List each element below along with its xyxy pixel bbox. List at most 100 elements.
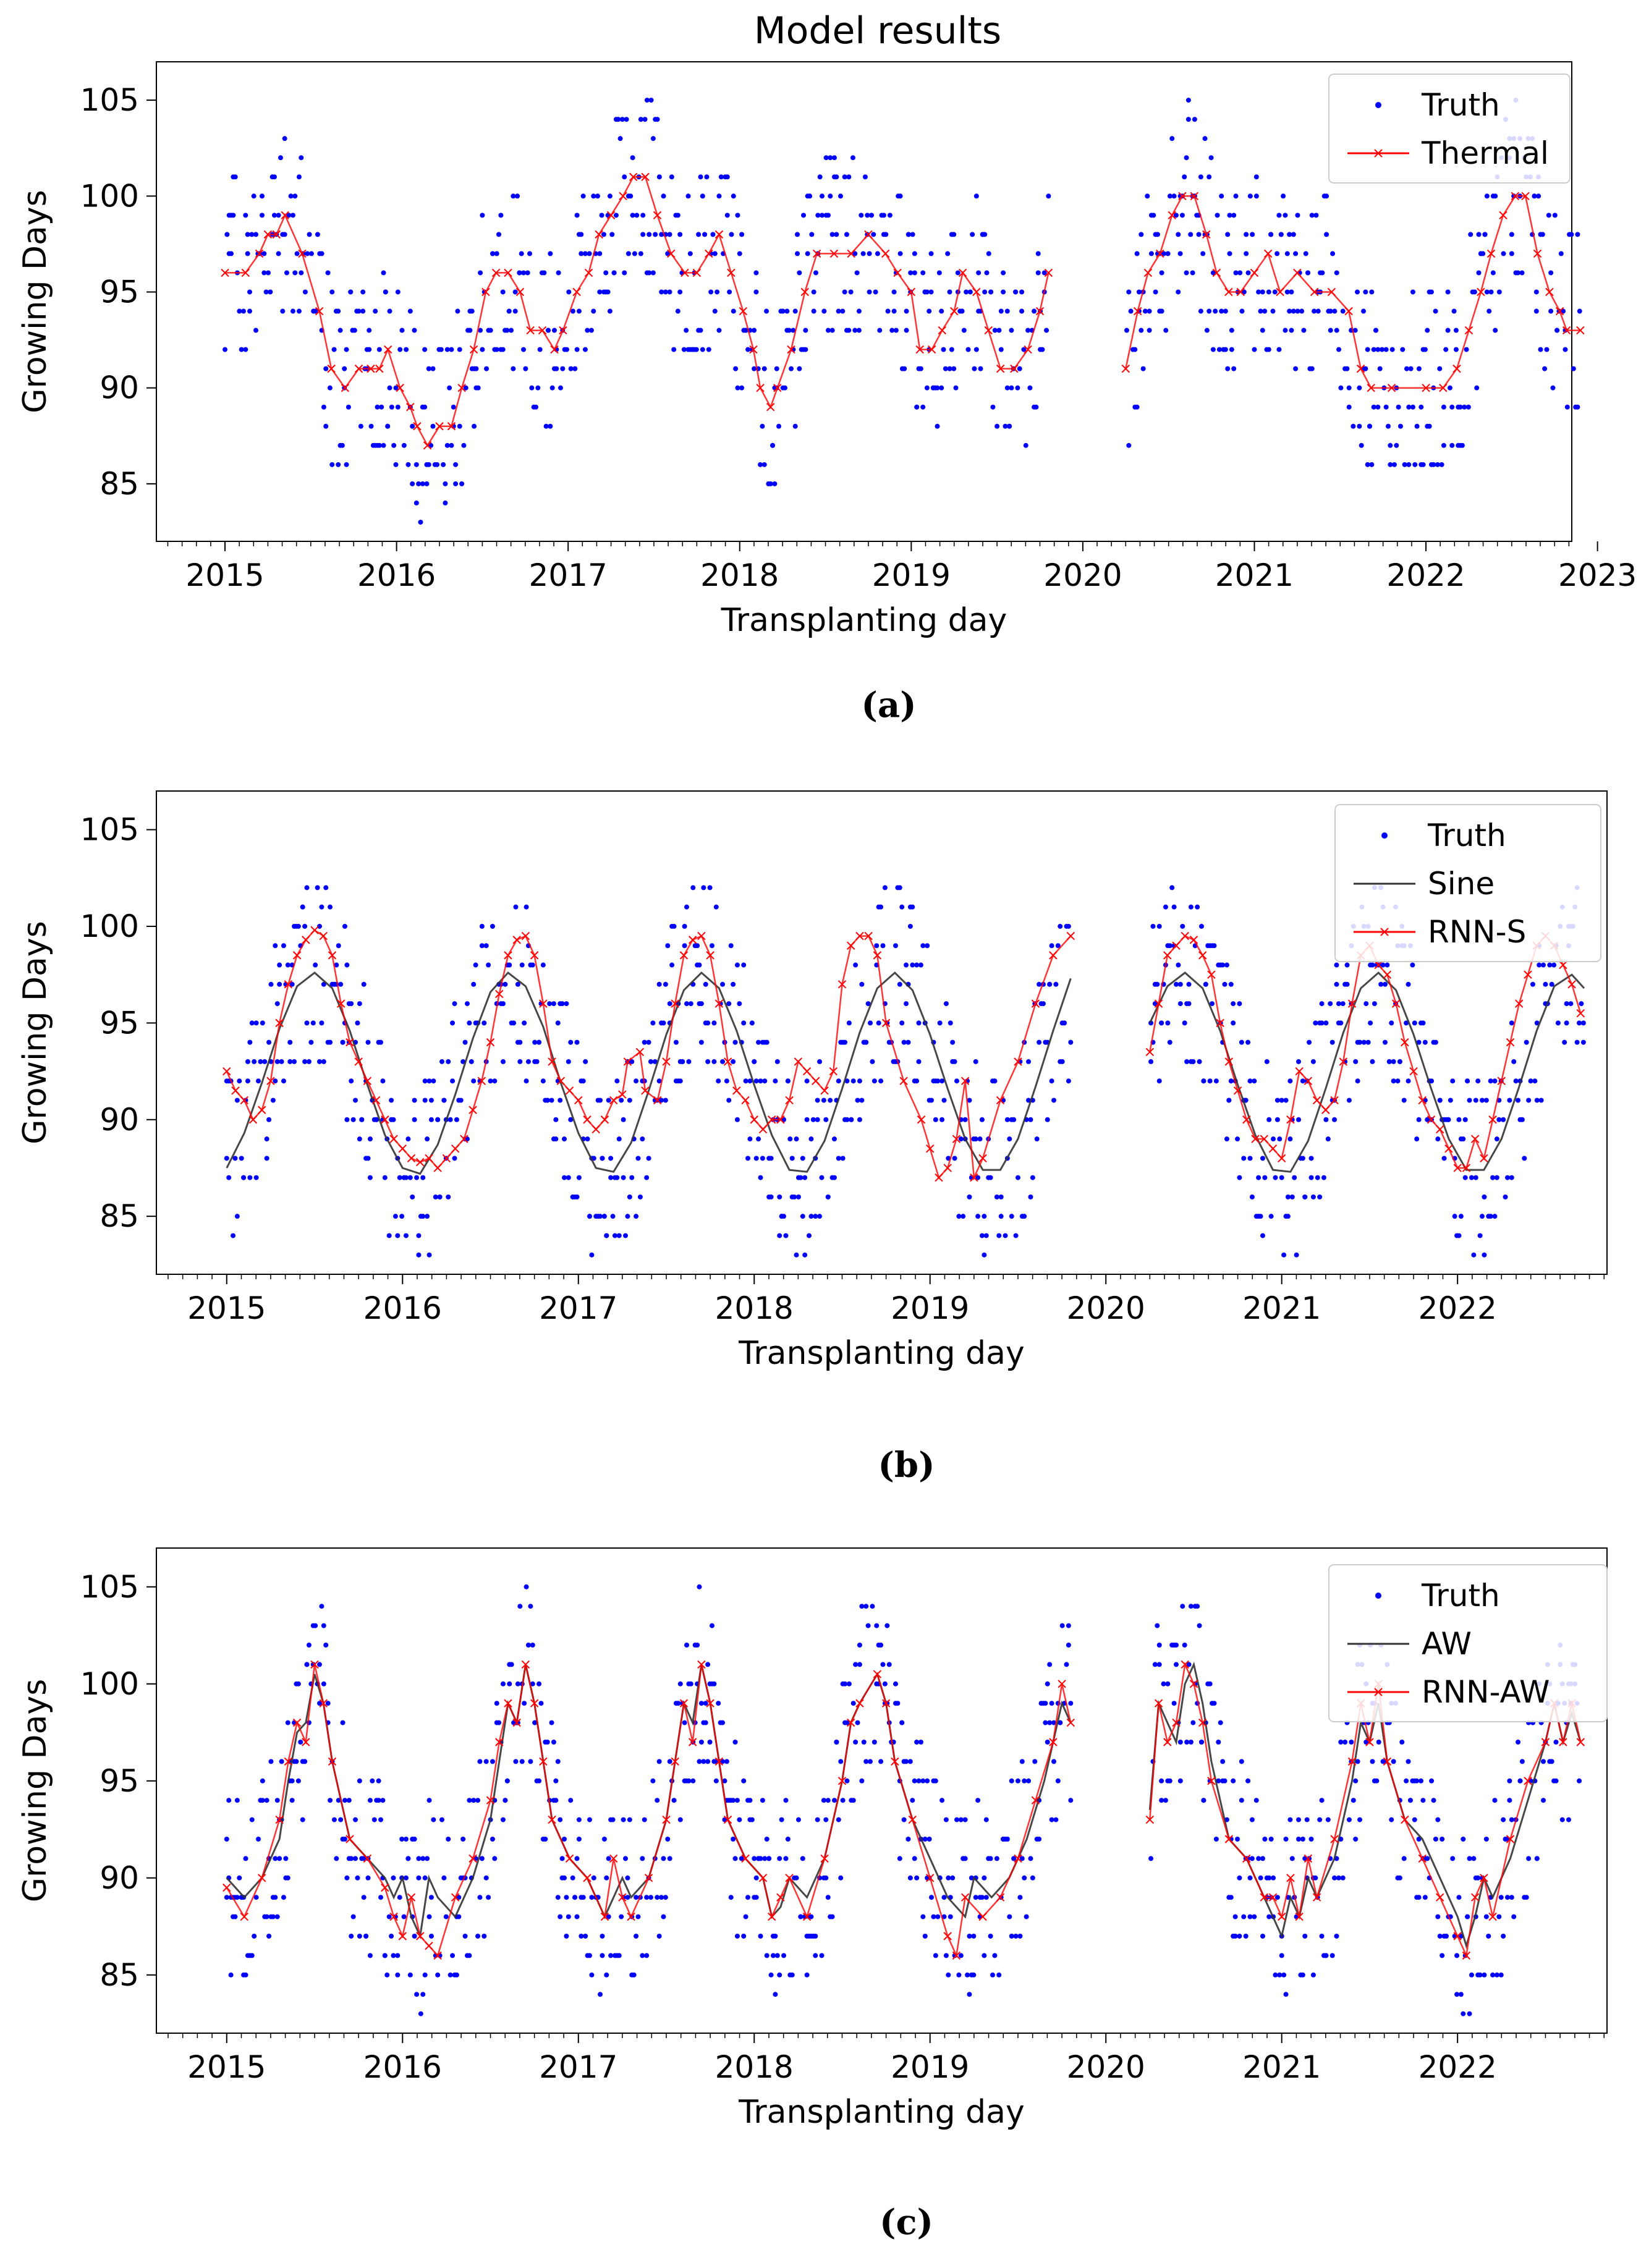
truth-point <box>307 232 312 237</box>
truth-point <box>533 404 538 410</box>
truth-point <box>1501 1117 1506 1122</box>
truth-point <box>625 1214 630 1219</box>
truth-point <box>1509 1895 1514 1900</box>
truth-point <box>483 943 489 949</box>
truth-point <box>1256 1175 1261 1180</box>
truth-point <box>1066 923 1071 929</box>
truth-point <box>815 1117 820 1122</box>
truth-point <box>599 213 604 218</box>
truth-point <box>447 1117 453 1122</box>
truth-point <box>290 213 295 218</box>
truth-point <box>979 1233 985 1238</box>
truth-point <box>1308 1156 1314 1161</box>
truth-point <box>848 289 854 295</box>
truth-point <box>878 1078 884 1084</box>
x-marker <box>1286 1115 1295 1124</box>
truth-point <box>804 1078 810 1084</box>
truth-point <box>285 962 290 968</box>
truth-point <box>834 1740 839 1745</box>
truth-point <box>927 1837 932 1842</box>
truth-point <box>420 1856 426 1861</box>
truth-point <box>237 1875 242 1881</box>
truth-point <box>1452 1214 1457 1219</box>
truth-point <box>998 308 1004 314</box>
truth-point <box>760 423 765 429</box>
truth-point <box>1171 193 1177 199</box>
truth-point <box>428 1098 434 1103</box>
truth-point <box>1068 1039 1074 1045</box>
truth-point <box>392 1214 398 1219</box>
truth-point <box>486 1895 491 1900</box>
truth-point <box>299 270 304 276</box>
x-tick-label: 2016 <box>363 1290 442 1326</box>
truth-point <box>260 1020 265 1026</box>
truth-point <box>646 1156 651 1161</box>
truth-point <box>1320 270 1325 276</box>
truth-point <box>1232 1934 1238 1939</box>
truth-point <box>260 1778 265 1784</box>
x-marker <box>240 1912 248 1921</box>
x-marker <box>1295 1912 1304 1921</box>
truth-point <box>1190 270 1195 276</box>
truth-point <box>1406 404 1412 410</box>
truth-point <box>365 1875 371 1881</box>
truth-point <box>850 155 855 161</box>
x-marker <box>917 1115 926 1124</box>
x-marker <box>363 1854 372 1863</box>
truth-point <box>501 1681 506 1686</box>
truth-point <box>522 1020 527 1026</box>
truth-point <box>441 1875 447 1881</box>
truth-point <box>764 1837 770 1842</box>
x-marker <box>425 1154 433 1163</box>
truth-point <box>708 289 714 295</box>
truth-point <box>931 1914 936 1919</box>
truth-point <box>1266 1914 1272 1919</box>
truth-point <box>856 308 862 314</box>
truth-point <box>281 1078 286 1084</box>
truth-point <box>982 1875 987 1881</box>
truth-point <box>558 1914 563 1919</box>
truth-point <box>1519 1117 1525 1122</box>
truth-point <box>1009 1934 1014 1939</box>
truth-point <box>530 1643 535 1648</box>
truth-point <box>616 1136 622 1142</box>
truth-point <box>646 1039 651 1045</box>
legend-truth-marker <box>1381 832 1388 839</box>
truth-point <box>964 289 969 295</box>
truth-point <box>1022 1214 1027 1219</box>
truth-point <box>490 251 496 256</box>
truth-point <box>1334 981 1339 987</box>
truth-point <box>455 308 460 314</box>
truth-point <box>313 962 318 968</box>
truth-point <box>572 366 578 371</box>
truth-point <box>1357 385 1362 391</box>
truth-point <box>428 1117 434 1122</box>
truth-point <box>902 366 907 371</box>
truth-point <box>1482 1194 1487 1200</box>
truth-point <box>950 1039 956 1045</box>
truth-point <box>289 1778 295 1784</box>
x-axis-label: Transplanting day <box>721 602 1007 639</box>
truth-point <box>739 232 745 237</box>
truth-point <box>840 1798 846 1803</box>
x-tick-label: 2020 <box>1067 1290 1145 1326</box>
truth-point <box>1009 328 1014 333</box>
x-marker <box>881 249 890 258</box>
truth-point <box>358 423 363 429</box>
truth-point <box>972 366 977 371</box>
truth-point <box>638 251 643 256</box>
series-line-red <box>1125 195 1580 389</box>
truth-point <box>1416 366 1422 371</box>
truth-point <box>1037 1039 1042 1045</box>
truth-point <box>435 1972 441 1978</box>
truth-point <box>1449 442 1455 448</box>
truth-point <box>753 1156 759 1161</box>
truth-point <box>486 962 491 968</box>
truth-point <box>813 270 819 276</box>
x-tick-label: 2021 <box>1242 1290 1321 1326</box>
truth-point <box>245 251 250 256</box>
truth-point <box>1241 1914 1247 1919</box>
truth-point <box>1569 232 1574 237</box>
truth-point <box>713 904 719 910</box>
truth-point <box>907 1759 913 1764</box>
